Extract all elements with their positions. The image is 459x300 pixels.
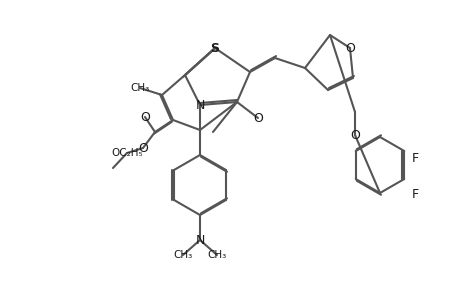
Text: F: F [410,152,418,164]
Text: O: O [344,41,354,55]
Text: CH₃: CH₃ [173,250,192,260]
Text: O: O [349,128,359,142]
Text: O: O [252,112,263,124]
Text: CH₃: CH₃ [207,250,226,260]
Text: O: O [140,110,150,124]
Text: F: F [410,188,418,202]
Text: S: S [210,41,219,55]
Text: N: N [195,233,204,247]
Text: N: N [195,98,204,112]
Text: CH₃: CH₃ [130,83,149,93]
Text: O: O [138,142,148,154]
Text: OC₂H₅: OC₂H₅ [111,148,142,158]
